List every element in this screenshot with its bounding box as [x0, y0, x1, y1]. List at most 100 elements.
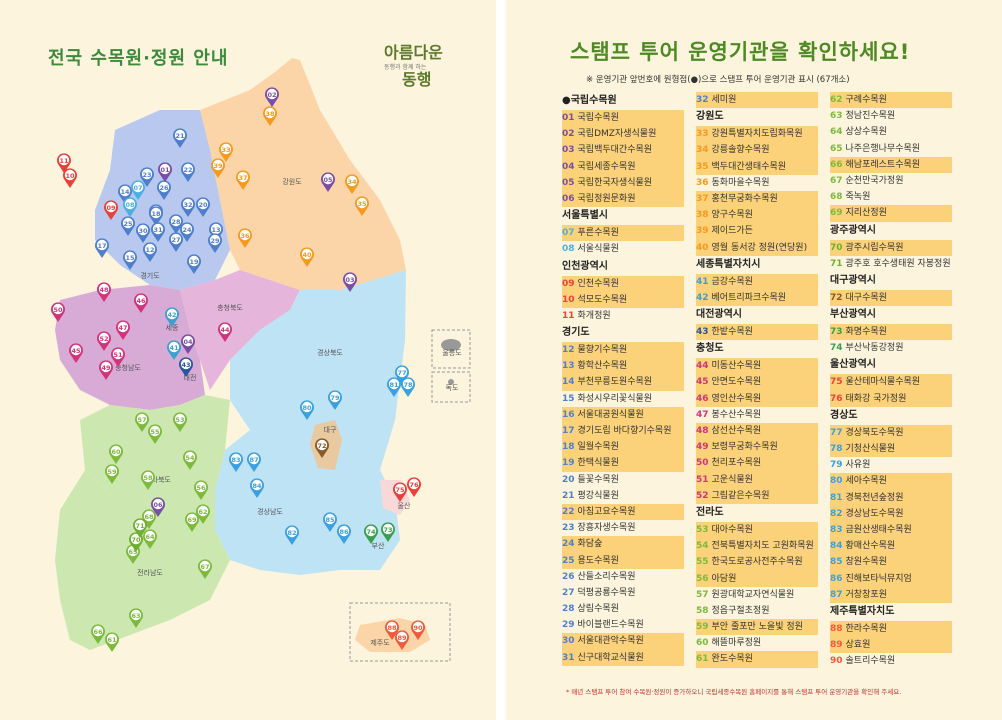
map-pin-56[interactable]: 56: [194, 480, 208, 500]
map-pin-52[interactable]: 52: [97, 331, 111, 351]
map-pin-49[interactable]: 49: [98, 360, 113, 380]
map-pin-78[interactable]: 78: [401, 377, 415, 397]
map-pin-40[interactable]: 40: [300, 247, 314, 267]
map-pin-31[interactable]: 31: [151, 222, 165, 242]
map-pin-57[interactable]: 57: [135, 412, 150, 432]
map-pin-15[interactable]: 15: [123, 250, 137, 270]
map-pin-36[interactable]: 36: [238, 228, 252, 248]
map-pin-01[interactable]: 01: [158, 162, 173, 182]
map-pin-02[interactable]: 02: [265, 87, 279, 107]
map-pin-60[interactable]: 60: [109, 444, 123, 464]
map-pin-26[interactable]: 26: [157, 180, 172, 200]
list-column-2: 32 세미원 강원도 33 강원특별자치도립화목원 34 강릉솔향수목원 35 백두대간생태수목…: [696, 92, 821, 668]
map-pin-68[interactable]: 68: [142, 509, 156, 529]
item-number: 06: [562, 193, 575, 204]
map-pin-84[interactable]: 84: [250, 478, 264, 498]
map-pin-number: 32: [183, 201, 192, 209]
item-number: 82: [830, 508, 843, 519]
map-pin-77[interactable]: 77: [395, 365, 409, 385]
map-pin-75[interactable]: 75: [393, 482, 407, 502]
map-pin-32[interactable]: 32: [181, 197, 196, 217]
map-pin-63[interactable]: 63: [129, 608, 143, 628]
list-item: 66 해남포레스트수목원: [830, 156, 952, 173]
map-pin-35[interactable]: 35: [355, 196, 369, 216]
map-pin-88[interactable]: 88: [385, 620, 399, 640]
map-pin-73[interactable]: 73: [381, 522, 396, 542]
map-pin-03[interactable]: 03: [343, 272, 358, 292]
list-item: 38 양구수목원: [696, 207, 818, 224]
map-pin-53[interactable]: 53: [173, 412, 188, 432]
map-pin-05[interactable]: 05: [321, 172, 336, 192]
map-pin-33[interactable]: 33: [219, 142, 234, 162]
map-pin-21[interactable]: 21: [173, 128, 188, 148]
map-pin-80[interactable]: 80: [300, 400, 314, 420]
map-pin-62[interactable]: 62: [195, 504, 210, 524]
map-pin-47[interactable]: 47: [116, 320, 130, 340]
map-pin-34[interactable]: 34: [345, 174, 360, 194]
map-pin-37[interactable]: 37: [236, 170, 251, 190]
map-pin-10[interactable]: 10: [63, 168, 77, 188]
map-pin-number: 61: [107, 636, 117, 644]
map-pin-20[interactable]: 20: [196, 197, 210, 217]
item-name: 강원특별자치도립화목원: [711, 129, 803, 140]
map-pin-69[interactable]: 69: [185, 512, 199, 532]
map-pin-07[interactable]: 07: [131, 180, 146, 200]
map-pin-23[interactable]: 23: [140, 167, 155, 187]
map-pin-number: 49: [101, 364, 111, 372]
map-pin-71[interactable]: 71: [133, 518, 147, 538]
map-pin-59[interactable]: 59: [105, 464, 119, 484]
map-pin-41[interactable]: 41: [167, 340, 182, 360]
map-pin-30[interactable]: 30: [136, 223, 150, 243]
map-pin-22[interactable]: 22: [181, 162, 196, 182]
map-pin-64[interactable]: 64: [143, 529, 158, 549]
map-pin-76[interactable]: 76: [407, 477, 421, 497]
map-pin-43[interactable]: 43: [179, 357, 193, 377]
map-pin-24[interactable]: 24: [180, 222, 195, 242]
map-pin-09[interactable]: 09: [104, 200, 119, 220]
map-pin-45[interactable]: 45: [69, 343, 83, 363]
map-pin-17[interactable]: 17: [95, 238, 110, 258]
map-pin-82[interactable]: 82: [285, 525, 299, 545]
ulleung-island: [441, 339, 461, 351]
map-pin-83[interactable]: 83: [229, 452, 243, 472]
map-pin-13[interactable]: 13: [209, 222, 223, 242]
map-pin-39[interactable]: 39: [210, 158, 225, 178]
map-pin-90[interactable]: 90: [410, 620, 425, 640]
map-pin-86[interactable]: 86: [337, 524, 351, 544]
map-pin-51[interactable]: 51: [111, 347, 126, 367]
map-pin-19[interactable]: 19: [187, 254, 202, 274]
map-pin-55[interactable]: 55: [148, 424, 163, 444]
map-pin-number: 85: [325, 516, 335, 524]
map-pin-87[interactable]: 87: [247, 452, 262, 472]
map-pin-42[interactable]: 42: [165, 307, 179, 327]
map-pin-48[interactable]: 48: [97, 282, 111, 302]
list-item: 72 대구수목원: [830, 289, 952, 307]
map-pin-54[interactable]: 54: [183, 450, 197, 470]
map-pin-70[interactable]: 70: [129, 532, 143, 552]
map-pin-74[interactable]: 74: [364, 524, 378, 544]
map-pin-85[interactable]: 85: [323, 512, 338, 532]
map-pin-28[interactable]: 28: [169, 214, 184, 234]
map-pin-44[interactable]: 44: [218, 322, 232, 342]
map-pin-72[interactable]: 72: [315, 438, 330, 458]
map-pin-46[interactable]: 46: [133, 293, 148, 313]
map-pin-18[interactable]: 18: [149, 206, 164, 226]
map-pin-81[interactable]: 81: [387, 377, 402, 397]
map-pin-25[interactable]: 25: [121, 216, 136, 236]
map-pin-11[interactable]: 11: [57, 153, 72, 173]
map-pin-12[interactable]: 12: [143, 242, 158, 262]
map-pin-67[interactable]: 67: [198, 559, 213, 579]
map-pin-89[interactable]: 89: [395, 630, 410, 650]
map-pin-04[interactable]: 04: [181, 334, 196, 354]
map-pin-14[interactable]: 14: [118, 184, 132, 204]
map-pin-38[interactable]: 38: [263, 106, 277, 126]
map-pin-50[interactable]: 50: [51, 302, 65, 322]
map-pin-79[interactable]: 79: [328, 390, 343, 410]
map-pin-29[interactable]: 29: [208, 233, 222, 253]
map-pin-58[interactable]: 58: [141, 470, 156, 490]
map-pin-66[interactable]: 66: [91, 624, 105, 644]
map-pin-61[interactable]: 61: [105, 632, 119, 652]
map-pin-06[interactable]: 06: [151, 497, 166, 517]
map-pin-08[interactable]: 08: [123, 197, 137, 217]
map-pin-27[interactable]: 27: [169, 232, 184, 252]
